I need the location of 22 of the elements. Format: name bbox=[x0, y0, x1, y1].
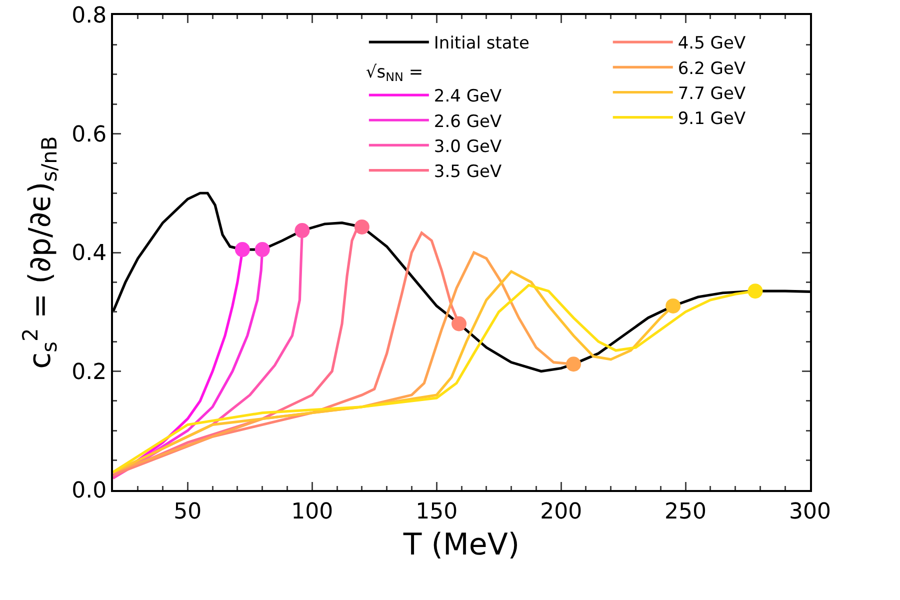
legend-label: Initial state bbox=[434, 34, 530, 54]
legend-label: 4.5 GeV bbox=[678, 34, 746, 54]
legend-label: 3.0 GeV bbox=[434, 136, 502, 157]
y-tick-label: 0.0 bbox=[72, 478, 107, 504]
legend-title: √s$_{NN}$ = bbox=[366, 62, 424, 84]
y-tick-label: 0.2 bbox=[72, 360, 107, 385]
legend-label: 9.1 GeV bbox=[678, 108, 746, 129]
x-tick-label: 200 bbox=[540, 499, 582, 524]
legend-label: 7.7 GeV bbox=[678, 84, 746, 104]
legend-label: 2.6 GeV bbox=[434, 112, 502, 132]
y-tick-label: 0.4 bbox=[72, 241, 107, 266]
y-tick-label: 0.6 bbox=[72, 122, 107, 148]
legend-label: 2.4 GeV bbox=[434, 86, 502, 107]
x-tick-label: 250 bbox=[664, 499, 707, 524]
legend-label: 3.5 GeV bbox=[434, 162, 502, 182]
x-tick-label: 50 bbox=[174, 499, 202, 524]
x-axis-title: T (MeV) bbox=[402, 527, 520, 562]
x-tick-label: 150 bbox=[416, 499, 458, 524]
y-tick-label: 0.8 bbox=[72, 4, 107, 29]
x-tick-label: 300 bbox=[789, 499, 831, 524]
legend-label: 6.2 GeV bbox=[678, 58, 746, 79]
x-tick-label: 100 bbox=[291, 499, 334, 524]
